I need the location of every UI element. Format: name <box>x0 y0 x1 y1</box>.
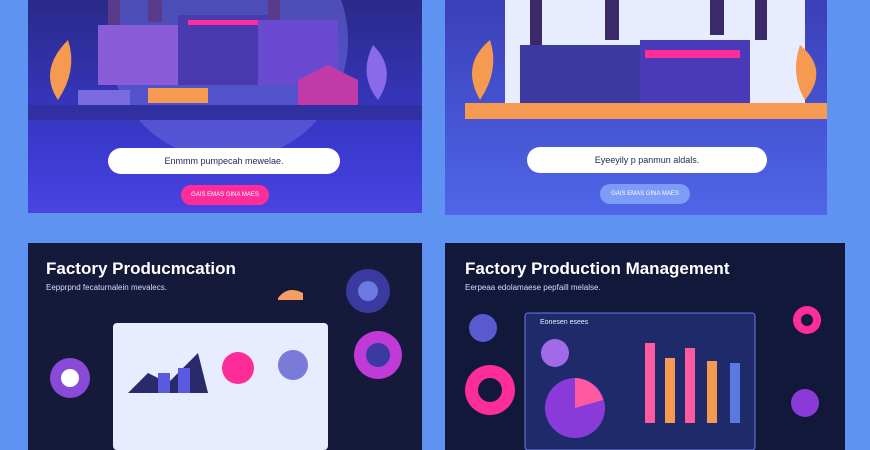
cta-button[interactable]: GAIS EMAS GINA MAES <box>181 185 269 205</box>
dashboard-illustration-panel-4: Factory Production Management Eerpeaa ed… <box>445 243 845 450</box>
factory-scene <box>28 0 422 160</box>
cta-button[interactable]: GAIS EMAS GINA MAES <box>600 184 690 204</box>
factory-illustration-panel-2: Eyeeyily p panmun aldals. GAIS EMAS GINA… <box>445 0 827 215</box>
chart-label: Eonesen esees <box>540 319 589 326</box>
panel-subtitle: Eerpeaa edolamaese pepfaill melalse. <box>465 283 601 292</box>
dashboard-graphic <box>50 269 402 450</box>
text-bar: Enmmm pumpecah mewelae. <box>108 148 340 174</box>
factory-scene <box>465 0 827 119</box>
panel-title: Factory Producmcation <box>46 259 236 278</box>
dashboard-graphic <box>465 306 821 450</box>
factory-illustration-panel-1: Enmmm pumpecah mewelae. GAIS EMAS GINA M… <box>28 0 422 213</box>
dashboard-illustration-panel-3: Factory Producmcation Eepprpnd fecaturna… <box>28 243 422 450</box>
panel-title: Factory Production Management <box>465 259 730 278</box>
text-bar: Eyeeyily p panmun aldals. <box>527 147 767 173</box>
panel-subtitle: Eepprpnd fecaturnalein mevalecs. <box>46 283 167 292</box>
